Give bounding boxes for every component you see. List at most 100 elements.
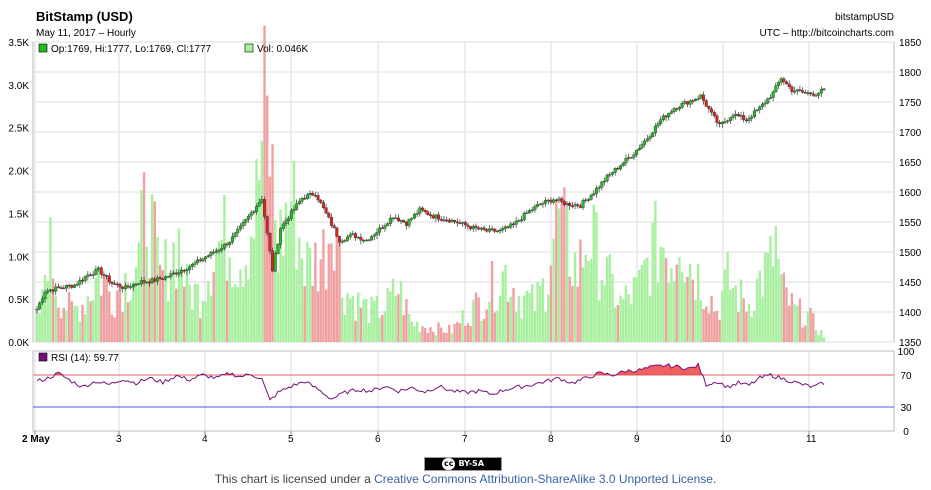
- volume-bar: [793, 304, 796, 342]
- volume-bar: [343, 314, 347, 342]
- candle-body: [372, 234, 376, 237]
- volume-bar: [348, 298, 352, 342]
- volume-bar: [225, 280, 229, 342]
- candle-body: [629, 157, 633, 159]
- candle-body: [370, 236, 374, 241]
- volume-bar: [509, 296, 513, 342]
- candle-body: [806, 92, 810, 94]
- candle-body: [450, 219, 454, 223]
- volume-bar: [501, 271, 504, 342]
- candle-body: [399, 220, 403, 222]
- volume-bar: [110, 314, 114, 342]
- candle-body: [300, 197, 304, 202]
- volume-bar: [431, 331, 435, 342]
- candle-body: [782, 78, 786, 82]
- volume-bar: [142, 172, 146, 342]
- x-tick-label: 5: [288, 434, 294, 445]
- candle-body: [619, 165, 623, 170]
- candle-body: [230, 236, 234, 243]
- volume-bar: [199, 318, 202, 342]
- candle-body: [667, 113, 671, 118]
- candle-body: [490, 228, 494, 230]
- rsi-tick-label: 70: [900, 371, 912, 382]
- candle-body: [236, 228, 240, 234]
- volume-bar: [429, 327, 432, 342]
- cc-license-badge[interactable]: cc BY-SA: [424, 457, 502, 471]
- volume-bar: [391, 278, 395, 342]
- volume-bar: [571, 285, 574, 342]
- volume-bar: [407, 313, 411, 342]
- volume-bar: [777, 259, 780, 342]
- candle-body: [755, 109, 759, 112]
- candle-body: [43, 292, 47, 300]
- volume-bar: [255, 159, 258, 342]
- candle-body: [222, 243, 226, 249]
- volume-bar: [314, 242, 317, 342]
- candle-body: [699, 94, 703, 99]
- candle-body: [659, 119, 663, 125]
- candle-body: [394, 217, 398, 220]
- volume-bar: [346, 293, 349, 342]
- volume-bar: [370, 296, 373, 342]
- x-tick-label: 9: [634, 434, 640, 445]
- volume-bar: [129, 300, 132, 342]
- volume-bar: [399, 281, 403, 342]
- volume-bar: [739, 279, 743, 342]
- candle-body: [621, 162, 625, 166]
- candle-body: [246, 215, 250, 220]
- volume-bar: [568, 276, 571, 342]
- candle-body: [214, 250, 218, 253]
- candle-body: [635, 149, 639, 155]
- candle-body: [375, 232, 379, 236]
- candle-body: [169, 273, 173, 277]
- candle-body: [581, 200, 585, 208]
- volume-bar: [683, 282, 687, 342]
- rsi-legend-text: RSI (14): 59.77: [51, 353, 119, 364]
- volume-bar: [616, 305, 620, 342]
- volume-bar: [113, 317, 116, 342]
- volume-bar: [217, 241, 221, 342]
- candle-body: [801, 90, 805, 93]
- volume-bar: [223, 195, 226, 342]
- license-link[interactable]: Creative Commons Attribution-ShareAlike …: [374, 472, 713, 486]
- volume-bar: [726, 252, 729, 342]
- candle-body: [172, 272, 176, 275]
- volume-bar: [204, 301, 207, 342]
- volume-bar: [721, 290, 724, 342]
- volume-bar: [584, 254, 587, 342]
- volume-bar: [694, 300, 697, 342]
- volume-bar: [557, 208, 561, 342]
- candle-body: [86, 274, 90, 277]
- volume-bar: [116, 290, 119, 342]
- candle-body: [402, 220, 406, 223]
- candle-body: [458, 222, 462, 225]
- volume-bar: [236, 287, 239, 342]
- candle-body: [284, 220, 288, 225]
- candle-body: [225, 243, 229, 246]
- volume-bar: [806, 311, 810, 342]
- x-tick-label: 8: [548, 434, 554, 445]
- candle-body: [533, 206, 537, 211]
- volume-bar: [691, 279, 695, 342]
- volume-bar: [108, 291, 111, 342]
- candle-body: [113, 283, 117, 285]
- volume-bar: [651, 222, 654, 342]
- candle-body: [437, 214, 441, 220]
- volume-bar: [35, 311, 39, 342]
- candle-body: [150, 278, 154, 284]
- candle-body: [418, 207, 422, 214]
- cc-logo-icon: cc: [441, 458, 456, 470]
- volume-bar: [89, 301, 92, 342]
- rsi-line: [36, 362, 825, 401]
- volume-bar: [394, 296, 397, 342]
- volume-bar: [820, 330, 823, 342]
- candle-body: [206, 255, 210, 258]
- price-tick-label: 1500: [899, 248, 922, 259]
- volume-bar: [65, 310, 68, 342]
- volume-bar: [73, 305, 76, 342]
- candle-body: [453, 219, 457, 223]
- candle-body: [311, 193, 315, 196]
- volume-bar: [373, 300, 376, 342]
- volume-bar: [359, 307, 363, 342]
- volume-bar: [340, 297, 344, 342]
